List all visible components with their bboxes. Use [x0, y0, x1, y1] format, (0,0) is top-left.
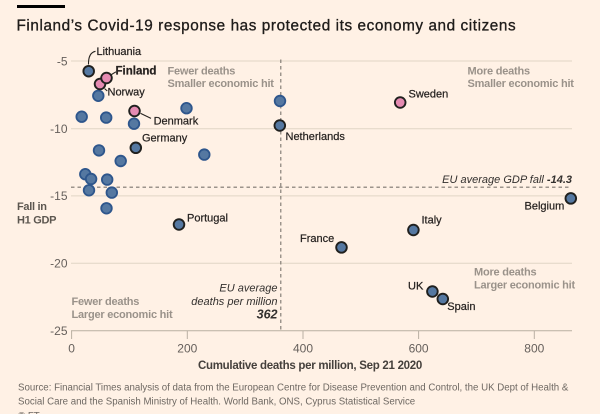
svg-text:H1 GDP: H1 GDP: [17, 214, 56, 226]
svg-text:Belgium: Belgium: [525, 200, 565, 212]
svg-text:Germany: Germany: [142, 133, 188, 145]
svg-text:400: 400: [293, 342, 313, 356]
svg-text:More deaths: More deaths: [474, 266, 536, 278]
svg-text:Finland’s Covid-19 response ha: Finland’s Covid-19 response has protecte…: [17, 17, 517, 34]
svg-text:Smaller economic hit: Smaller economic hit: [168, 78, 275, 90]
svg-text:Spain: Spain: [447, 301, 475, 313]
svg-text:600: 600: [409, 342, 429, 356]
svg-text:EU average GDP fall -14.3: EU average GDP fall -14.3: [442, 174, 572, 186]
svg-text:-5: -5: [57, 54, 68, 68]
svg-text:Larger economic hit: Larger economic hit: [474, 279, 576, 291]
svg-text:France: France: [300, 233, 334, 245]
svg-text:Fewer deaths: Fewer deaths: [168, 66, 236, 78]
svg-text:EU average: EU average: [219, 283, 277, 295]
svg-text:Italy: Italy: [422, 215, 443, 227]
svg-text:Sweden: Sweden: [409, 89, 449, 101]
svg-text:Social Care and the Spanish Mi: Social Care and the Spanish Ministry of …: [18, 396, 415, 407]
svg-text:200: 200: [177, 342, 197, 356]
svg-text:Smaller economic hit: Smaller economic hit: [468, 78, 575, 90]
svg-text:© FT: © FT: [18, 411, 40, 414]
svg-text:UK: UK: [408, 281, 424, 293]
svg-text:Fall in: Fall in: [17, 201, 47, 213]
svg-text:Denmark: Denmark: [154, 116, 199, 128]
svg-text:-25: -25: [50, 324, 68, 338]
svg-text:Portugal: Portugal: [187, 213, 228, 225]
svg-text:Netherlands: Netherlands: [286, 131, 346, 143]
svg-text:More deaths: More deaths: [468, 66, 530, 78]
svg-text:-10: -10: [50, 122, 68, 136]
svg-text:Norway: Norway: [108, 87, 146, 99]
svg-text:Larger economic hit: Larger economic hit: [72, 309, 174, 321]
svg-text:Source: Financial Times analys: Source: Financial Times analysis of data…: [18, 382, 569, 393]
svg-text:Lithuania: Lithuania: [97, 46, 143, 58]
svg-text:-15: -15: [50, 189, 68, 203]
svg-text:Fewer deaths: Fewer deaths: [72, 296, 140, 308]
svg-text:800: 800: [524, 342, 544, 356]
svg-text:362: 362: [257, 308, 278, 322]
svg-text:deaths per million: deaths per million: [191, 296, 277, 308]
svg-text:-20: -20: [50, 257, 68, 271]
svg-text:0: 0: [68, 342, 75, 356]
svg-text:Finland: Finland: [116, 66, 157, 78]
svg-text:Cumulative deaths per million,: Cumulative deaths per million, Sep 21 20…: [198, 360, 422, 372]
